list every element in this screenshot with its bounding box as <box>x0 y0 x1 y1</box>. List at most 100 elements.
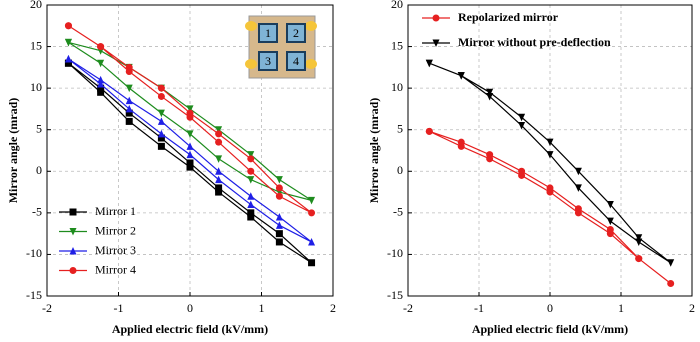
y-tick-label: 15 <box>30 38 42 52</box>
x-tick-label: 1 <box>259 301 265 315</box>
inset-pad <box>305 21 317 31</box>
y-tick-label: -10 <box>26 246 42 260</box>
marker <box>667 280 675 288</box>
inset-mirror <box>286 51 306 71</box>
marker <box>247 155 255 163</box>
x-tick-label: -1 <box>114 301 124 315</box>
inset-mirror <box>258 23 278 43</box>
marker <box>215 184 223 192</box>
y-tick-label: 5 <box>397 121 403 135</box>
marker <box>546 184 554 192</box>
marker <box>186 150 194 159</box>
y-tick-label: 15 <box>391 38 403 52</box>
marker <box>186 130 194 138</box>
marker <box>125 96 133 105</box>
marker <box>667 259 675 267</box>
marker <box>97 75 105 84</box>
x-tick-label: 2 <box>689 301 695 315</box>
marker <box>574 167 582 176</box>
marker <box>247 213 255 221</box>
marker <box>97 88 105 96</box>
inset-label: 2 <box>293 26 299 40</box>
inset-mirror <box>286 23 306 43</box>
x-tick-label: 0 <box>187 301 193 315</box>
marker <box>64 22 72 30</box>
marker <box>457 138 465 146</box>
marker <box>308 209 316 217</box>
marker <box>574 205 582 213</box>
marker <box>425 127 433 135</box>
marker <box>215 130 223 138</box>
y-axis-label: Mirror angle (mrad) <box>6 98 20 204</box>
marker <box>215 126 223 134</box>
legend-label: Mirror 4 <box>95 262 136 276</box>
y-tick-label: 5 <box>36 121 42 135</box>
marker <box>606 225 614 233</box>
marker <box>157 84 165 92</box>
marker <box>157 129 165 138</box>
inset-mirror <box>258 51 278 71</box>
y-tick-label: 0 <box>36 163 42 177</box>
marker <box>247 209 255 217</box>
y-axis-label: Mirror angle (mrad) <box>367 98 381 204</box>
y-tick-label: -15 <box>387 288 403 302</box>
y-tick-label: 20 <box>30 0 42 11</box>
marker <box>518 167 526 175</box>
marker <box>574 184 582 192</box>
y-tick-label: 0 <box>397 163 403 177</box>
marker <box>247 151 255 159</box>
marker <box>97 59 105 68</box>
legend-label: Repolarized mirror <box>458 10 559 24</box>
x-axis-label: Applied electric field (kV/mm) <box>472 322 628 336</box>
marker <box>518 113 526 122</box>
marker <box>457 72 465 80</box>
inset-pad <box>245 21 257 31</box>
marker <box>518 122 526 130</box>
marker <box>635 255 643 263</box>
plot-frame <box>46 4 334 297</box>
marker <box>64 55 72 63</box>
marker <box>247 200 255 209</box>
marker <box>186 142 194 150</box>
marker <box>247 167 255 175</box>
marker <box>635 238 643 246</box>
inset-pad <box>245 59 257 69</box>
marker <box>125 63 133 71</box>
inset-label: 3 <box>265 54 271 68</box>
y-tick-label: 10 <box>30 80 42 94</box>
y-tick-label: -5 <box>32 205 42 219</box>
x-tick-label: -1 <box>474 301 484 315</box>
marker <box>546 138 554 147</box>
marker <box>275 230 283 238</box>
marker <box>308 259 316 267</box>
marker <box>157 142 165 150</box>
legend-marker <box>69 267 77 274</box>
marker <box>157 109 165 118</box>
y-tick-label: 20 <box>391 0 403 11</box>
inset: 1 2 3 4 <box>245 15 317 79</box>
legend-marker <box>69 228 77 236</box>
marker <box>215 138 223 146</box>
marker <box>275 238 283 246</box>
marker <box>308 196 316 205</box>
marker <box>186 163 194 171</box>
marker <box>215 188 223 196</box>
marker <box>486 151 494 159</box>
x-axis-label: Applied electric field (kV/mm) <box>112 322 268 336</box>
marker <box>157 92 165 100</box>
x-tick-label: 1 <box>618 301 624 315</box>
x-tick-label: -2 <box>403 301 413 315</box>
marker <box>215 175 223 184</box>
marker <box>97 43 105 51</box>
legend-marker <box>69 247 77 255</box>
marker <box>125 109 133 117</box>
y-tick-label: -15 <box>26 288 42 302</box>
plot-frame <box>407 4 693 297</box>
marker <box>308 237 316 246</box>
legend-label: Mirror 2 <box>95 223 136 237</box>
marker <box>97 84 105 92</box>
legend-marker <box>69 208 77 216</box>
x-tick-label: 2 <box>330 301 336 315</box>
marker <box>546 151 554 159</box>
marker <box>486 88 494 97</box>
